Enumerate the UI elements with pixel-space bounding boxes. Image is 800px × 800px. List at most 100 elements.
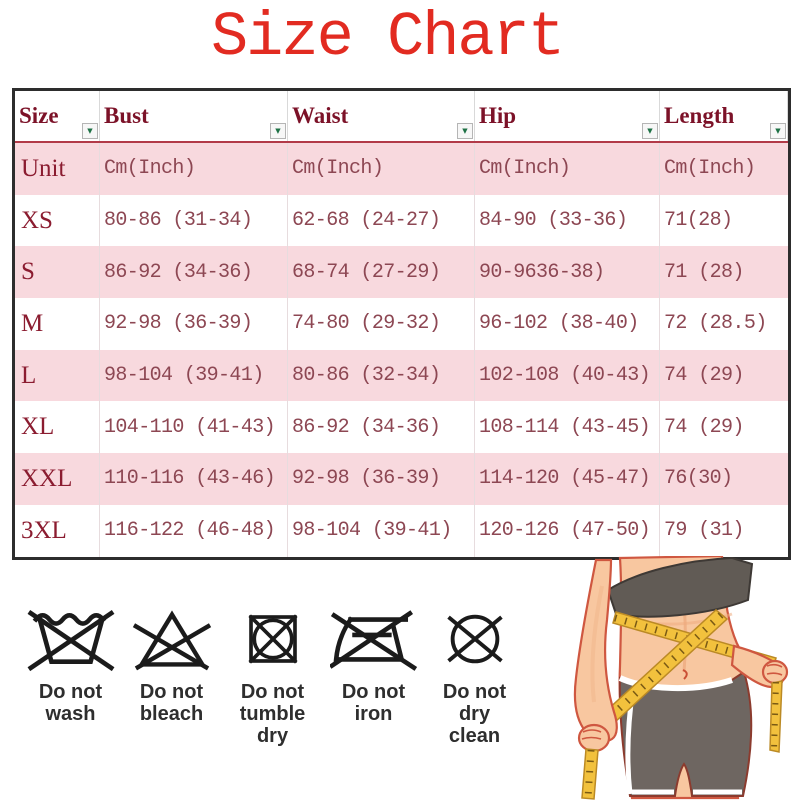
cell-value: Cm(Inch) [664, 157, 756, 181]
size-cell: L [15, 349, 100, 402]
row-label: L [21, 361, 37, 389]
waist-cell: 98-104 (39-41) [288, 504, 475, 557]
column-header-bust: Bust ▼ [100, 91, 288, 141]
care-item: Do not tumble dry [222, 606, 323, 747]
care-label: Do not dry clean [442, 681, 507, 747]
waist-cell: 62-68 (24-27) [288, 194, 475, 247]
care-label: Do not wash [38, 681, 103, 725]
care-item: Do not bleach [121, 606, 222, 747]
table-row: S 86-92 (34-36) 68-74 (27-29) 90-9636-38… [15, 246, 788, 299]
cell-value: 102-108 (40-43) [479, 364, 651, 388]
length-cell: 74 (29) [660, 350, 788, 402]
cell-value: 62-68 (24-27) [292, 209, 441, 233]
do-not-wash-icon [27, 609, 114, 672]
length-cell: 74 (29) [660, 401, 788, 453]
bust-cell: Cm(Inch) [100, 143, 288, 195]
do-not-bleach-icon [132, 610, 211, 671]
cell-value: 110-116 (43-46) [104, 467, 276, 491]
hip-cell: 96-102 (38-40) [475, 298, 660, 350]
cell-value: Cm(Inch) [292, 157, 384, 181]
table-row: Unit Cm(Inch) Cm(Inch) Cm(Inch) Cm(Inch) [15, 143, 788, 195]
hip-cell: 108-114 (43-45) [475, 401, 660, 454]
cell-value: 76(30) [664, 467, 733, 491]
cell-value: 71 (28) [664, 260, 744, 284]
measuring-illustration [573, 556, 789, 800]
bust-cell: 98-104 (39-41) [100, 349, 288, 402]
care-label: Do not tumble dry [239, 681, 306, 747]
cell-value: 74-80 (29-32) [292, 312, 441, 336]
column-header-label: Hip [479, 103, 517, 128]
cell-value: 104-110 (41-43) [104, 415, 276, 439]
row-label: XS [21, 206, 53, 234]
cell-value: 108-114 (43-45) [479, 415, 651, 439]
care-item: Do not iron [323, 606, 424, 747]
waist-cell: 86-92 (34-36) [288, 401, 475, 454]
care-label: Do not bleach [139, 681, 204, 725]
filter-dropdown-icon: ▼ [647, 126, 653, 135]
cell-value: 120-126 (47-50) [479, 519, 651, 543]
column-header-label: Length [664, 103, 735, 128]
cell-value: 98-104 (39-41) [292, 519, 452, 543]
length-cell: 76(30) [660, 453, 788, 505]
filter-dropdown-icon: ▼ [275, 126, 281, 135]
size-cell: Unit [15, 143, 100, 195]
filter-button-size[interactable]: ▼ [82, 123, 98, 139]
table-row: M 92-98 (36-39) 74-80 (29-32) 96-102 (38… [15, 298, 788, 350]
filter-button-length[interactable]: ▼ [770, 123, 786, 139]
size-cell: M [15, 298, 100, 350]
row-label: 3XL [21, 516, 67, 544]
care-item: Do not wash [20, 606, 121, 747]
cell-value: 80-86 (31-34) [104, 209, 253, 233]
size-cell: XS [15, 194, 100, 247]
cell-value: 86-92 (34-36) [292, 415, 441, 439]
waist-cell: 74-80 (29-32) [288, 298, 475, 350]
column-header-hip: Hip ▼ [475, 91, 660, 141]
cell-value: 86-92 (34-36) [104, 260, 253, 284]
bust-cell: 86-92 (34-36) [100, 246, 288, 299]
filter-dropdown-icon: ▼ [87, 126, 93, 135]
table-row: XS 80-86 (31-34) 62-68 (24-27) 84-90 (33… [15, 194, 788, 247]
filter-button-bust[interactable]: ▼ [270, 123, 286, 139]
waist-cell: 80-86 (32-34) [288, 349, 475, 402]
size-cell: XXL [15, 453, 100, 505]
bust-cell: 110-116 (43-46) [100, 453, 288, 505]
column-header-label: Bust [104, 103, 149, 128]
do-not-dry-clean-icon [446, 614, 503, 664]
length-cell: 71(28) [660, 195, 788, 247]
cell-value: Cm(Inch) [479, 157, 571, 181]
table-row: XL 104-110 (41-43) 86-92 (34-36) 108-114… [15, 401, 788, 454]
hip-cell: 120-126 (47-50) [475, 504, 660, 557]
length-cell: 71 (28) [660, 246, 788, 298]
hip-cell: Cm(Inch) [475, 143, 660, 195]
bust-cell: 80-86 (31-34) [100, 194, 288, 247]
waist-cell: 68-74 (27-29) [288, 246, 475, 299]
care-item: Do not dry clean [424, 606, 525, 747]
size-chart-table: Size ▼ Bust ▼ Waist ▼ Hip ▼ Length ▼ Uni… [12, 88, 791, 560]
filter-button-waist[interactable]: ▼ [457, 123, 473, 139]
column-header-waist: Waist ▼ [288, 91, 475, 141]
waist-cell: 92-98 (36-39) [288, 453, 475, 505]
cell-value: 72 (28.5) [664, 312, 767, 336]
cell-value: 84-90 (33-36) [479, 209, 628, 233]
table-row: L 98-104 (39-41) 80-86 (32-34) 102-108 (… [15, 349, 788, 402]
size-cell: 3XL [15, 504, 100, 557]
cell-value: 114-120 (45-47) [479, 467, 651, 491]
filter-dropdown-icon: ▼ [462, 126, 468, 135]
table-row: XXL 110-116 (43-46) 92-98 (36-39) 114-12… [15, 453, 788, 505]
bust-cell: 116-122 (46-48) [100, 504, 288, 557]
care-label: Do not iron [341, 681, 406, 725]
waist-cell: Cm(Inch) [288, 143, 475, 195]
row-label: XL [21, 413, 55, 441]
filter-button-hip[interactable]: ▼ [642, 123, 658, 139]
hip-cell: 102-108 (40-43) [475, 349, 660, 402]
cell-value: 92-98 (36-39) [292, 467, 441, 491]
row-label: M [21, 309, 44, 337]
bust-cell: 104-110 (41-43) [100, 401, 288, 454]
length-cell: Cm(Inch) [660, 143, 788, 195]
page-title: Size Chart [210, 2, 565, 73]
column-header-label: Size [19, 103, 59, 128]
cell-value: 80-86 (32-34) [292, 364, 441, 388]
hip-cell: 84-90 (33-36) [475, 194, 660, 247]
length-cell: 72 (28.5) [660, 298, 788, 350]
